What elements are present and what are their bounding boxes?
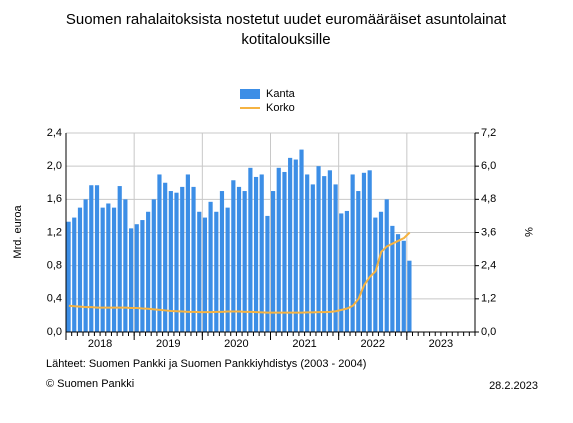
y-tick-label: 1,2	[47, 226, 62, 238]
bar	[100, 207, 105, 332]
bar	[89, 185, 94, 332]
legend-label: Kanta	[266, 88, 296, 100]
bar	[202, 217, 208, 332]
x-tick-label: 2019	[156, 338, 180, 350]
y2-tick-label: 0,0	[481, 326, 496, 338]
y-tick-label: 0,4	[47, 293, 62, 305]
bar	[265, 215, 270, 332]
x-tick-label: 2018	[88, 338, 112, 350]
source-note: Lähteet: Suomen Pankki ja Suomen Pankkiy…	[46, 358, 366, 370]
bar	[236, 186, 242, 332]
bar	[276, 167, 281, 332]
bar	[401, 240, 406, 332]
legend-swatch	[240, 89, 260, 99]
bar	[151, 199, 156, 332]
bar	[140, 220, 145, 332]
bar	[322, 176, 327, 332]
x-tick-label: 2020	[224, 338, 248, 350]
bar	[197, 211, 202, 332]
bar	[94, 185, 100, 332]
line	[68, 231, 411, 314]
bar	[106, 203, 111, 332]
bar	[390, 225, 395, 332]
bar	[310, 184, 315, 332]
bar	[163, 182, 168, 332]
bar	[83, 199, 88, 332]
x-tick-label: 2022	[361, 338, 385, 350]
bar	[373, 217, 378, 332]
bar	[333, 184, 338, 332]
bar	[174, 192, 179, 332]
bar	[350, 174, 355, 332]
bar	[356, 191, 361, 332]
bar	[259, 174, 264, 332]
y-tick-label: 2,0	[47, 160, 62, 172]
bar	[66, 221, 71, 332]
y2-axis-label: %	[522, 227, 534, 237]
bar	[117, 186, 122, 332]
y2-tick-label: 2,4	[481, 260, 496, 272]
legend-label: Korko	[266, 102, 295, 114]
bar	[129, 228, 134, 332]
bar	[185, 174, 190, 332]
bar	[219, 191, 225, 332]
bar	[214, 211, 219, 332]
bar	[339, 213, 344, 332]
y2-tick-label: 3,6	[481, 226, 496, 238]
y2-tick-label: 6,0	[481, 160, 496, 172]
chart-title: Suomen rahalaitoksista nostetut uudet eu…	[66, 11, 507, 28]
bar	[180, 186, 185, 332]
bar	[242, 191, 247, 332]
y-tick-label: 1,6	[47, 193, 62, 205]
bar	[344, 210, 350, 332]
bar	[123, 199, 128, 332]
bar	[248, 167, 253, 332]
bar	[77, 207, 83, 332]
bar	[293, 159, 298, 332]
bar	[288, 157, 293, 332]
chart-title: kotitalouksille	[241, 31, 330, 48]
bar	[367, 170, 372, 332]
bar	[225, 207, 230, 332]
bar	[146, 211, 151, 332]
bar	[407, 260, 412, 332]
bar	[378, 211, 384, 332]
bar	[111, 207, 117, 332]
y-tick-label: 0,8	[47, 260, 62, 272]
x-tick-label: 2023	[429, 338, 453, 350]
y-axis-label: Mrd. euroa	[12, 205, 24, 259]
bar	[191, 186, 196, 332]
y2-tick-label: 1,2	[481, 293, 496, 305]
bar	[327, 170, 332, 332]
bar	[168, 191, 173, 332]
bar	[157, 174, 162, 332]
bar	[361, 172, 367, 332]
y2-tick-label: 7,2	[481, 127, 496, 139]
bar	[299, 149, 304, 332]
bar	[231, 180, 236, 332]
bar	[316, 166, 321, 332]
bar	[134, 224, 139, 332]
y2-tick-label: 4,8	[481, 193, 496, 205]
bar	[395, 234, 401, 332]
bar	[282, 171, 287, 332]
date-note: 28.2.2023	[489, 380, 538, 392]
bar	[72, 217, 77, 332]
bar	[271, 191, 276, 332]
bar	[384, 199, 389, 332]
copyright: © Suomen Pankki	[46, 378, 134, 390]
y-tick-label: 0,0	[47, 326, 62, 338]
y-tick-label: 2,4	[47, 127, 62, 139]
bar	[305, 174, 310, 332]
x-tick-label: 2021	[292, 338, 316, 350]
bar	[208, 201, 213, 332]
bar	[253, 176, 259, 332]
